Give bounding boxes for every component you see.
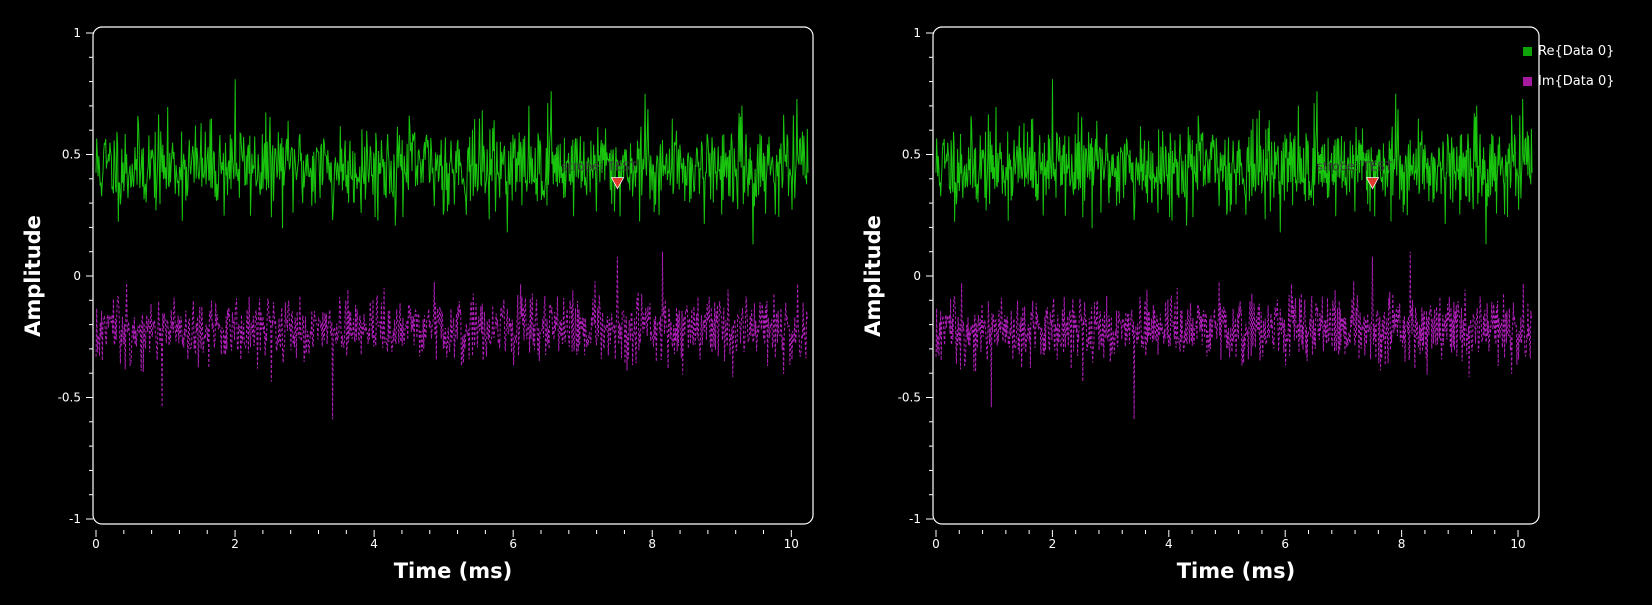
- y-axis-label: Amplitude: [21, 215, 45, 337]
- x-tick-label: 2: [231, 537, 239, 551]
- x-tick-label: 0: [92, 537, 100, 551]
- legend-label-imag: Im{Data 0}: [1538, 73, 1615, 89]
- x-tick-label: 10: [784, 537, 799, 551]
- plot-frame: [932, 26, 1540, 525]
- y-tick-label: 1: [913, 26, 921, 40]
- x-tick-label: 0: [932, 537, 940, 551]
- x-tick-label: 6: [509, 537, 517, 551]
- legend-label-real: Re{Data 0}: [1538, 43, 1615, 59]
- x-axis-label: Time (ms): [394, 559, 513, 583]
- legend-item-real[interactable]: Re{Data 0}: [1523, 36, 1614, 66]
- chart-panel-2: strobe: TEST 1 0.5 0 -0.5 -1 0 2 4 6 8 10 Time (ms) A…: [861, 26, 1540, 583]
- series-line-imag: [935, 251, 1533, 420]
- y-tick-label: -1: [69, 512, 81, 526]
- x-tick-label: 2: [1049, 537, 1057, 551]
- y-tick-label: 0.5: [62, 148, 81, 162]
- plot-frame: [92, 26, 814, 525]
- strobe-marker[interactable]: [610, 177, 625, 190]
- y-axis-label: Amplitude: [861, 215, 885, 337]
- strobe-marker[interactable]: [1365, 177, 1380, 190]
- legend-swatch-real: [1523, 46, 1532, 56]
- x-tick-label: 10: [1510, 537, 1525, 551]
- y-tick-label: 1: [73, 26, 81, 40]
- chart-panel-1: strobe: TEST 1 0.5 0 -0.5 -1 0 2 4 6 8 10 Time (ms) A…: [21, 26, 814, 583]
- series-line-real: [95, 79, 809, 245]
- x-tick-label: 4: [370, 537, 378, 551]
- x-tick-label: 4: [1165, 537, 1173, 551]
- y-tick-label: 0: [913, 269, 921, 283]
- legend-swatch-imag: [1523, 76, 1532, 86]
- x-axis-label: Time (ms): [1177, 559, 1296, 583]
- y-tick-label: -0.5: [58, 391, 81, 405]
- x-tick-label: 8: [648, 537, 656, 551]
- y-tick-label: -0.5: [898, 391, 921, 405]
- x-tick-label: 8: [1398, 537, 1406, 551]
- x-tick-label: 6: [1281, 537, 1289, 551]
- series-line-real: [935, 79, 1533, 245]
- legend-item-imag[interactable]: Im{Data 0}: [1523, 66, 1614, 96]
- legend: Re{Data 0} Im{Data 0}: [1523, 36, 1614, 96]
- series-line-imag: [95, 251, 809, 420]
- strobe-label: strobe: TEST: [1317, 160, 1393, 174]
- y-tick-label: -1: [909, 512, 921, 526]
- strobe-label: strobe: TEST: [562, 160, 638, 174]
- y-tick-label: 0.5: [902, 148, 921, 162]
- y-tick-label: 0: [73, 269, 81, 283]
